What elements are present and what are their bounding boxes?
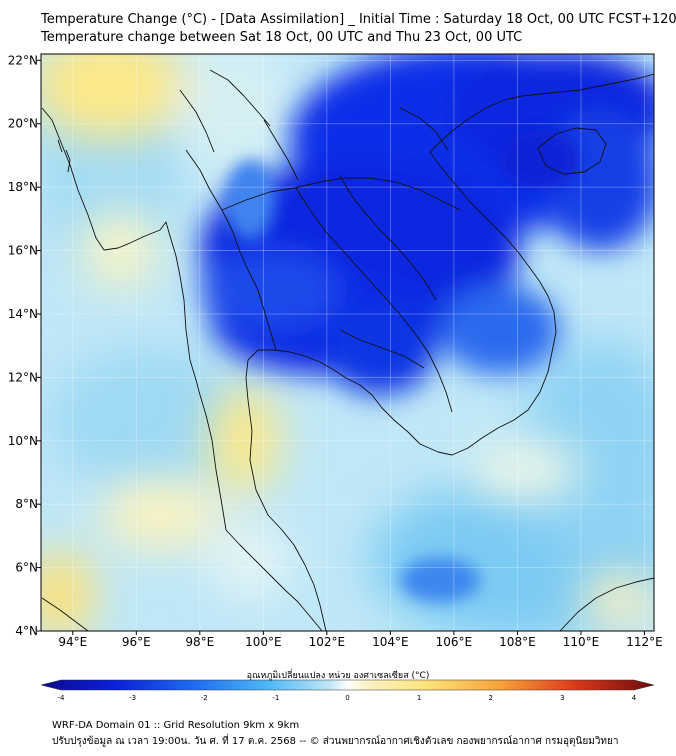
latitude-tick-label: 10°N [8,434,38,448]
latitude-tick-label: 6°N [15,561,38,575]
latitude-tick-label: 22°N [8,53,38,67]
latitude-tick-label: 18°N [8,180,38,194]
map-title: Temperature Change (°C) - [Data Assimila… [41,12,676,27]
longitude-tick-label: 94°E [58,635,87,649]
colorbar-tick-label: 4 [632,694,637,702]
longitude-tick-labels: 94°E 96°E 98°E 100°E 102°E 104°E 106°E 108°E 110… [58,631,663,649]
longitude-tick-label: 110°E [563,635,600,649]
colorbar-tick-label: -3 [129,694,136,702]
longitude-tick-label: 96°E [122,635,151,649]
latitude-tick-label: 14°N [8,307,38,321]
longitude-tick-label: 104°E [372,635,409,649]
colorbar-tick-label: -4 [58,694,66,702]
longitude-tick-label: 106°E [436,635,473,649]
latitude-tick-labels: 22°N 20°N 18°N 16°N 14°N 12°N 10°N 8°N 6°N 4°N [8,53,41,638]
longitude-tick-label: 100°E [245,635,282,649]
map-frame [40,53,655,632]
longitude-tick-label: 98°E [185,635,214,649]
latitude-tick-label: 8°N [15,497,38,511]
colorbar-tick-label: 3 [560,694,564,702]
colorbar: -4 -3 -2 -1 0 1 2 3 4 [40,679,655,702]
footer-credits: ปรับปรุงข้อมูล ณ เวลา 19:00น. วัน ศ. ที่… [52,736,619,747]
colorbar-tick-label: -1 [272,694,279,702]
latitude-tick-label: 12°N [8,370,38,384]
footer-model-info: WRF-DA Domain 01 :: Grid Resolution 9km … [52,720,300,731]
longitude-tick-label: 102°E [309,635,346,649]
colorbar-tick-labels: -4 -3 -2 -1 0 1 2 3 4 [58,694,637,702]
colorbar-bar [40,679,655,691]
latitude-tick-label: 4°N [15,624,38,638]
colorbar-tick-label: 0 [345,694,349,702]
colorbar-label: อุณหภูมิเปลี่ยนแปลง หน่วย องศาเซลเซียส (… [246,671,430,681]
colorbar-tick-label: -2 [201,694,208,702]
longitude-tick-label: 108°E [499,635,536,649]
country-borders [41,69,654,631]
colorbar-tick-label: 1 [417,694,421,702]
longitude-tick-label: 112°E [626,635,663,649]
graticule [41,54,654,632]
latitude-tick-label: 16°N [8,244,38,258]
colorbar-tick-label: 2 [489,694,493,702]
latitude-tick-label: 20°N [8,117,38,131]
map-subtitle: Temperature change between Sat 18 Oct, 0… [41,30,523,45]
temperature-field [41,54,654,631]
